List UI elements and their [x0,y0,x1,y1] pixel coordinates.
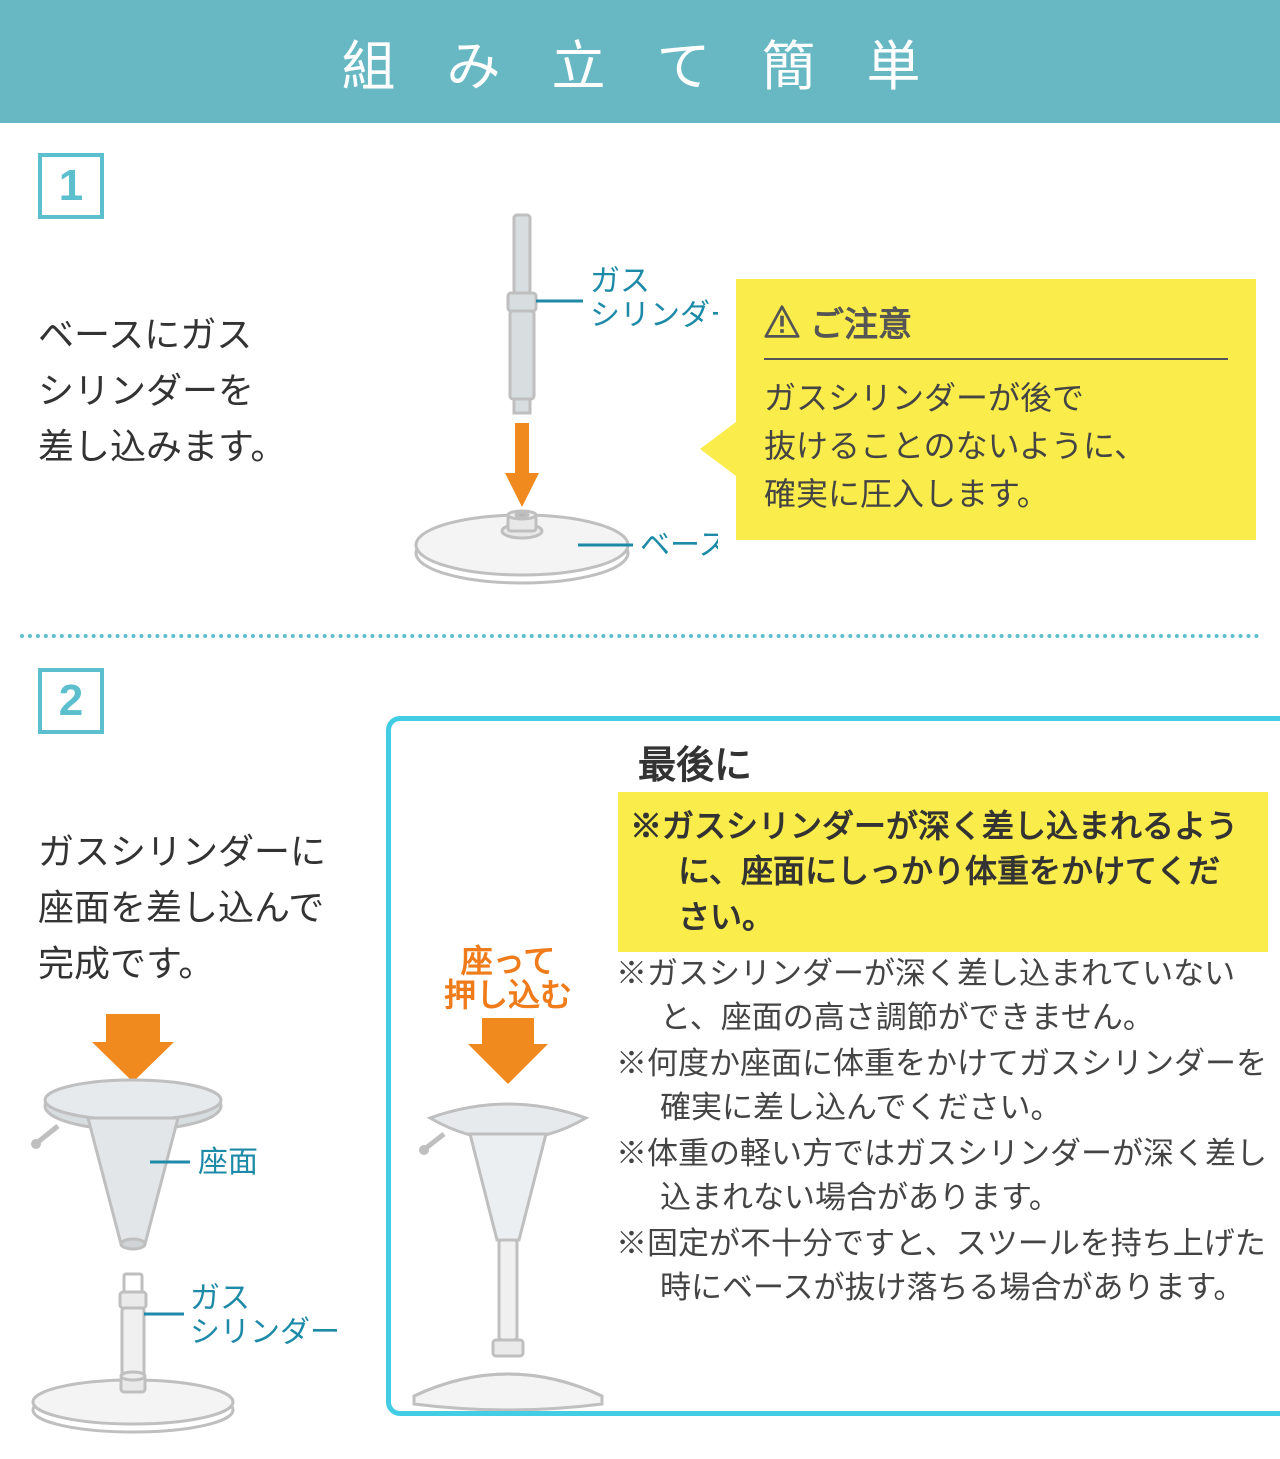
step-number-2: 2 [38,668,104,734]
note-3: ※体重の軽い方ではガスシリンダーが深く差し込まれない場合があります。 [616,1132,1280,1220]
caution-callout: ご注意 ガスシリンダーが後で 抜けることのないように、 確実に圧入します。 [736,279,1256,540]
header: 組 み 立 て 簡 単 [0,0,1280,123]
sit-push-2: 押し込む [444,977,572,1013]
note-4: ※固定が不十分ですと、スツールを持ち上げた時にベースが抜け落ちる場合があります。 [616,1222,1280,1310]
callout-body: ガスシリンダーが後で 抜けることのないように、 確実に圧入します。 [764,374,1228,518]
label-cylinder-2: シリンダー [590,299,718,332]
label-cyl2-1: ガス [190,1282,250,1315]
yellow-note: ※ガスシリンダーが深く差し込まれるように、座面にしっかり体重をかけてください。 [618,792,1268,952]
sit-push-1: 座って [461,944,555,979]
notes-list: ※ガスシリンダーが深く差し込まれていないと、座面の高さ調節ができません。 ※何度… [616,952,1280,1312]
label-base: ベース [640,529,718,562]
saigo-title: 最後に [638,734,752,789]
step2-mid-diagram: 座って 押し込む [398,944,618,1414]
step2-left-diagram: 座面 ガス シリンダー [28,1014,358,1434]
label-cyl2-2: シリンダー [190,1316,340,1349]
content: 1 ベースにガス シリンダーを 差し込みます。 ガス シリンダー [0,123,1280,1459]
callout-tail [700,419,740,479]
note-2: ※何度か座面に体重をかけてガスシリンダーを確実に差し込んでください。 [616,1042,1280,1130]
step1-text: ベースにガス シリンダーを 差し込みます。 [38,307,286,474]
step-2: 2 ガスシリンダーに 座面を差し込んで 完成です。 [0,638,1280,1459]
step1-diagram: ガス シリンダー ベース [408,209,718,589]
callout-title: ご注意 [810,297,912,346]
callout-title-row: ご注意 [764,297,1228,360]
label-cylinder-1: ガス [590,265,650,298]
yellow-note-text: ※ガスシリンダーが深く差し込まれるように、座面にしっかり体重をかけてください。 [630,804,1252,940]
header-title: 組 み 立 て 簡 単 [341,37,938,97]
label-seat: 座面 [198,1146,258,1179]
note-1: ※ガスシリンダーが深く差し込まれていないと、座面の高さ調節ができません。 [616,952,1280,1040]
step-1: 1 ベースにガス シリンダーを 差し込みます。 ガス シリンダー [0,123,1280,634]
step-number-1: 1 [38,153,104,219]
step2-text: ガスシリンダーに 座面を差し込んで 完成です。 [38,824,326,991]
warning-icon [764,304,800,340]
